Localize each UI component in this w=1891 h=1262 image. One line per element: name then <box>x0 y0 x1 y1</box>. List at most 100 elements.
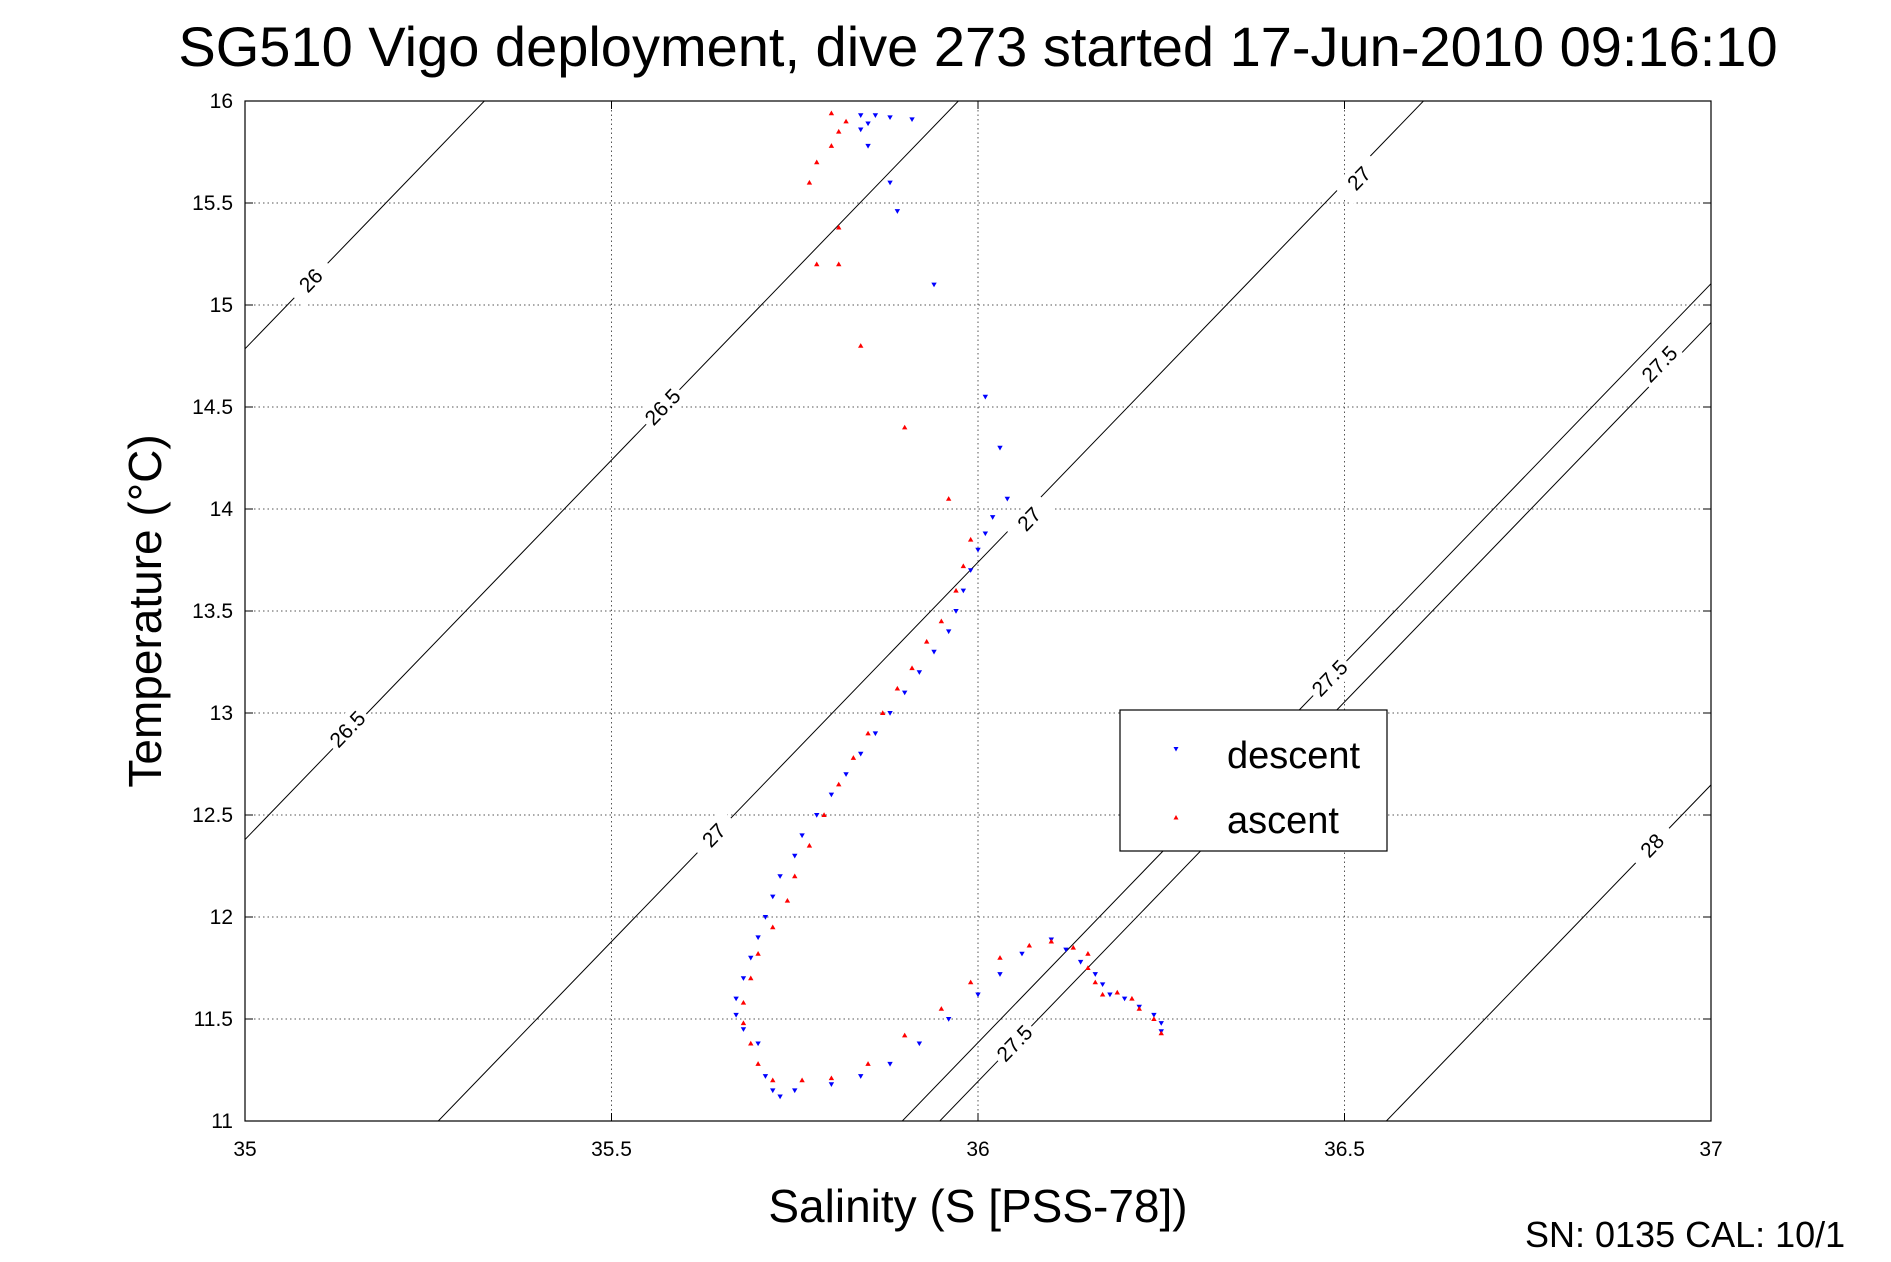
contour-label-background <box>1626 819 1679 872</box>
ascent-point <box>850 755 857 760</box>
descent-point <box>755 935 761 941</box>
chart-title: SG510 Vigo deployment, dive 273 started … <box>178 15 1777 78</box>
ascent-point <box>828 110 835 116</box>
descent-point <box>740 1027 747 1032</box>
legend-box <box>1119 709 1388 852</box>
descent-point <box>872 113 879 118</box>
y-tick-label: 11 <box>211 1110 233 1133</box>
y-tick-label: 11.5 <box>194 1008 233 1031</box>
ascent-point <box>1026 942 1033 948</box>
ascent-point <box>1085 965 1091 970</box>
descent-point <box>1019 951 1025 957</box>
x-tick-label: 35 <box>233 1138 256 1161</box>
descent-point <box>1092 972 1098 977</box>
descent-point <box>1121 996 1128 1002</box>
descent-point <box>777 874 783 879</box>
ascent-point <box>843 118 849 124</box>
isopycnal-line <box>901 282 1711 1121</box>
descent-point <box>1151 1012 1157 1018</box>
descent-point <box>916 1041 923 1047</box>
isopycnal-line <box>245 101 960 841</box>
descent-point <box>740 976 747 981</box>
y-tick-label: 12.5 <box>192 804 233 827</box>
ascent-point <box>997 955 1003 960</box>
descent-point <box>865 143 871 149</box>
descent-point <box>843 772 849 777</box>
descent-point <box>858 113 864 118</box>
ascent-point <box>828 1075 835 1081</box>
ascent-point <box>1048 938 1054 944</box>
ascent-point <box>748 975 754 981</box>
contour-label-background <box>1633 337 1686 391</box>
ascent-point <box>799 1077 805 1083</box>
ascent-point <box>806 842 813 848</box>
ascent-point <box>1070 944 1076 950</box>
ascent-point <box>967 536 974 542</box>
descent-point <box>975 547 981 553</box>
ascent-point <box>938 618 945 624</box>
contour-label-background <box>688 809 741 862</box>
descent-point <box>989 515 996 520</box>
isopycnal-line <box>245 101 486 350</box>
descent-point <box>762 915 769 920</box>
ascent-point <box>902 1032 908 1038</box>
ascent-point <box>1114 989 1120 995</box>
contour-label-background <box>1303 652 1356 705</box>
descent-point <box>997 445 1003 451</box>
ascent-point <box>1092 979 1098 985</box>
contour-label-background <box>1003 492 1056 546</box>
ascent-point <box>880 710 886 715</box>
ascent-point <box>894 685 901 691</box>
ascent-point <box>967 979 974 985</box>
contour-label-background <box>321 703 374 756</box>
legend-ascent-label: ascent <box>1227 800 1339 842</box>
y-tick-label: 16 <box>210 90 233 113</box>
x-ticks: 35 35.5 36 36.5 37 <box>233 101 1723 1161</box>
ascent-point <box>755 951 761 956</box>
footer-calibration-text: SN: 0135 CAL: 10/1 <box>1525 1214 1845 1255</box>
descent-point <box>975 992 981 998</box>
descent-point <box>997 972 1003 977</box>
ascent-point <box>828 143 835 148</box>
descent-point <box>1099 982 1106 988</box>
descent-point <box>792 1088 798 1094</box>
ascent-point <box>1151 1016 1157 1021</box>
descent-point <box>814 813 820 818</box>
ascent-point <box>1136 1006 1142 1011</box>
descent-point <box>858 751 864 757</box>
ascent-point <box>902 424 908 430</box>
descent-point <box>858 127 864 133</box>
ascent-point <box>953 587 959 593</box>
descent-point <box>909 117 915 123</box>
x-tick-label: 36.5 <box>1324 1138 1365 1161</box>
y-tick-label: 13 <box>210 702 233 725</box>
ascent-point <box>755 1061 761 1066</box>
ascent-point <box>821 812 827 817</box>
descent-point <box>828 792 835 798</box>
x-tick-label: 35.5 <box>591 1138 632 1161</box>
y-tick-label: 14 <box>210 498 234 521</box>
isopycnal-line <box>1385 784 1711 1121</box>
descent-point <box>931 649 937 655</box>
descent-point <box>828 1082 835 1087</box>
ascent-point <box>865 730 871 736</box>
descent-point <box>967 568 974 573</box>
ascent-point <box>1158 1030 1164 1036</box>
ascent-point <box>740 1020 747 1026</box>
y-tick-label: 13.5 <box>192 600 233 623</box>
descent-point <box>792 853 798 859</box>
ascent-point <box>836 781 842 787</box>
descent-point <box>733 1012 739 1018</box>
isopycnal-line <box>437 101 1425 1121</box>
x-tick-label: 36 <box>966 1138 989 1161</box>
descent-point <box>1107 992 1113 998</box>
ascent-point <box>806 179 813 185</box>
descent-point <box>887 1061 893 1067</box>
isopycnal-line <box>939 321 1711 1121</box>
ascent-point <box>814 261 820 267</box>
descent-point <box>762 1074 769 1079</box>
ascent-point <box>784 897 791 903</box>
